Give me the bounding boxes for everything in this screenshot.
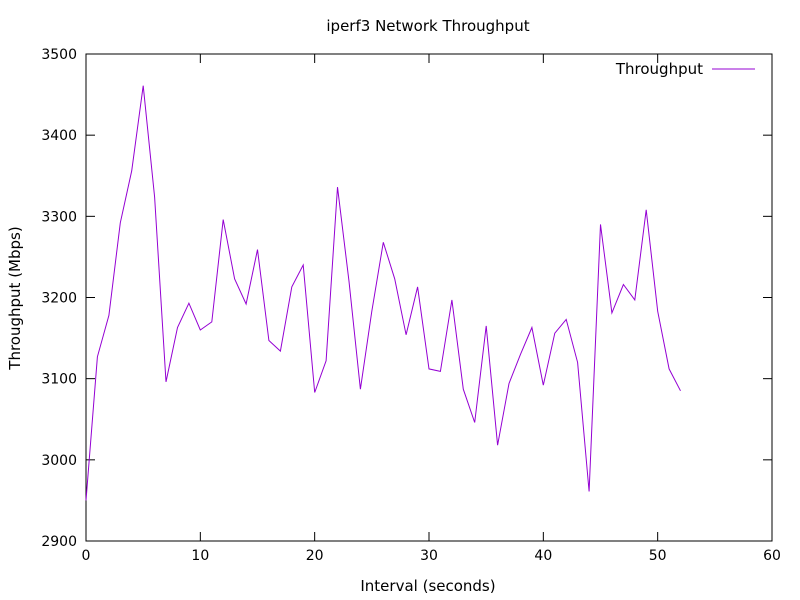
- data-point: [143, 85, 144, 86]
- data-point: [211, 321, 212, 322]
- data-point: [428, 368, 429, 369]
- data-point: [337, 187, 338, 188]
- y-tick-label: 3000: [41, 453, 77, 469]
- data-point: [554, 333, 555, 334]
- x-tick-label: 40: [534, 548, 552, 564]
- data-point: [657, 311, 658, 312]
- data-point: [474, 422, 475, 423]
- data-point: [417, 286, 418, 287]
- data-point: [646, 209, 647, 210]
- y-tick-label: 3400: [41, 128, 77, 144]
- data-point: [680, 390, 681, 391]
- x-axis-label: Interval (seconds): [360, 577, 495, 595]
- legend-label: Throughput: [615, 60, 703, 78]
- data-point: [291, 286, 292, 287]
- data-point: [303, 264, 304, 265]
- series-layer: [85, 85, 681, 501]
- data-point: [348, 281, 349, 282]
- data-point: [588, 491, 589, 492]
- x-axis: 0 10 20 30 40 50 60: [82, 54, 781, 564]
- x-tick-label: 0: [82, 548, 91, 564]
- data-point: [566, 319, 567, 320]
- data-point: [543, 385, 544, 386]
- plot-area: [85, 53, 773, 542]
- plot-border: [85, 53, 773, 542]
- data-point: [280, 350, 281, 351]
- data-point: [188, 303, 189, 304]
- data-point: [497, 445, 498, 446]
- data-point: [108, 315, 109, 316]
- data-point: [326, 360, 327, 361]
- x-tick-label: 10: [191, 548, 209, 564]
- data-point: [177, 327, 178, 328]
- data-point: [314, 392, 315, 393]
- data-point: [531, 327, 532, 328]
- data-point: [669, 368, 670, 369]
- series-line-throughput: [85, 85, 681, 501]
- y-axis-label: Throughput (Mbps): [6, 226, 24, 370]
- data-point: [623, 284, 624, 285]
- data-point: [360, 389, 361, 390]
- x-tick-label: 50: [649, 548, 667, 564]
- chart-title: iperf3 Network Throughput: [326, 17, 529, 35]
- data-point: [600, 224, 601, 225]
- data-point: [268, 340, 269, 341]
- data-point: [577, 362, 578, 363]
- data-point: [371, 311, 372, 312]
- y-tick-label: 3500: [41, 47, 77, 63]
- data-point: [165, 381, 166, 382]
- legend: Throughput: [615, 60, 755, 78]
- data-point: [131, 170, 132, 171]
- data-point: [234, 278, 235, 279]
- data-point: [440, 371, 441, 372]
- y-tick-label: 3100: [41, 372, 77, 388]
- data-point: [463, 389, 464, 390]
- data-point: [245, 303, 246, 304]
- data-point: [406, 334, 407, 335]
- data-point: [200, 329, 201, 330]
- data-point: [634, 299, 635, 300]
- data-point: [394, 278, 395, 279]
- x-tick-label: 30: [420, 548, 438, 564]
- data-point: [486, 325, 487, 326]
- data-point: [257, 249, 258, 250]
- data-point: [85, 500, 86, 501]
- y-tick-label: 3300: [41, 209, 77, 225]
- data-point: [223, 219, 224, 220]
- data-point: [97, 356, 98, 357]
- data-point: [451, 299, 452, 300]
- data-point: [508, 383, 509, 384]
- data-point: [611, 312, 612, 313]
- x-tick-label: 60: [763, 548, 781, 564]
- y-tick-label: 3200: [41, 291, 77, 307]
- data-point: [154, 196, 155, 197]
- data-point: [383, 242, 384, 243]
- data-point: [120, 222, 121, 223]
- y-axis: 2900 3000 3100 3200 3300 3400 3500: [41, 47, 772, 550]
- y-tick-label: 2900: [41, 534, 77, 550]
- data-point: [520, 354, 521, 355]
- x-tick-label: 20: [306, 548, 324, 564]
